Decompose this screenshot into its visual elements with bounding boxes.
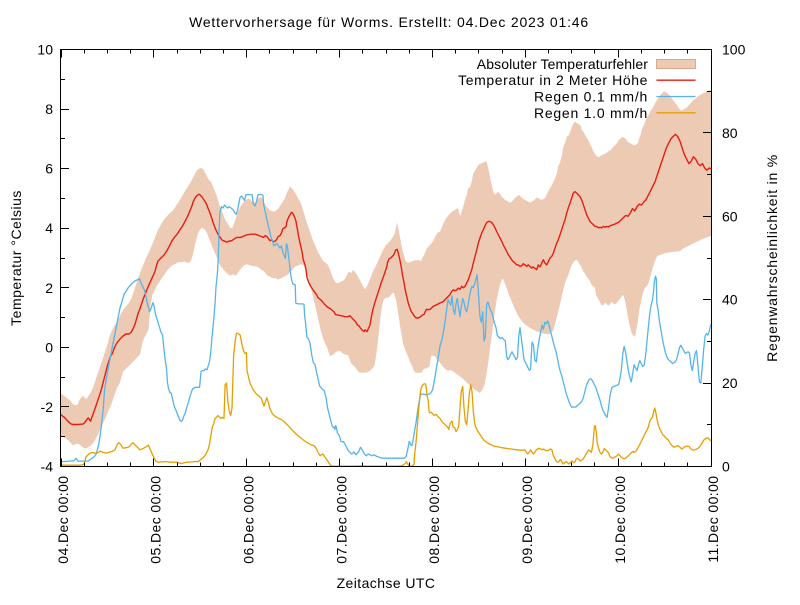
svg-text:60: 60 (722, 208, 738, 224)
svg-text:11.Dec 00:00: 11.Dec 00:00 (705, 476, 721, 563)
svg-text:Regen 0.1 mm/h: Regen 0.1 mm/h (534, 89, 648, 105)
svg-text:100: 100 (722, 42, 746, 58)
svg-text:10: 10 (37, 42, 53, 58)
svg-text:6: 6 (45, 161, 53, 177)
svg-text:8: 8 (45, 101, 53, 117)
svg-text:40: 40 (722, 292, 738, 308)
svg-text:Zeitachse UTC: Zeitachse UTC (337, 575, 436, 591)
svg-text:Temperatur °Celsius: Temperatur °Celsius (8, 190, 24, 326)
svg-text:80: 80 (722, 125, 738, 141)
svg-text:05.Dec 00:00: 05.Dec 00:00 (148, 476, 164, 564)
svg-text:10.Dec 00:00: 10.Dec 00:00 (612, 476, 628, 564)
svg-text:20: 20 (722, 375, 738, 391)
svg-text:Regenwahrscheinlichkeit in %: Regenwahrscheinlichkeit in % (764, 154, 780, 362)
svg-text:09.Dec 00:00: 09.Dec 00:00 (519, 476, 535, 564)
svg-text:-2: -2 (41, 399, 54, 415)
svg-text:0: 0 (45, 339, 53, 355)
svg-text:04.Dec 00:00: 04.Dec 00:00 (55, 476, 71, 564)
svg-text:-4: -4 (41, 459, 54, 475)
svg-text:2: 2 (45, 280, 53, 296)
svg-text:Absoluter Temperaturfehler: Absoluter Temperaturfehler (477, 56, 648, 72)
svg-text:Temperatur in 2 Meter Höhe: Temperatur in 2 Meter Höhe (458, 72, 648, 88)
svg-text:Wettervorhersage für Worms. Er: Wettervorhersage für Worms. Erstellt: 04… (189, 14, 589, 30)
svg-text:08.Dec 00:00: 08.Dec 00:00 (426, 476, 442, 564)
svg-text:0: 0 (722, 459, 730, 475)
svg-text:06.Dec 00:00: 06.Dec 00:00 (241, 476, 257, 564)
svg-text:07.Dec 00:00: 07.Dec 00:00 (333, 476, 349, 564)
svg-text:4: 4 (45, 220, 53, 236)
svg-text:Regen 1.0 mm/h: Regen 1.0 mm/h (534, 105, 648, 121)
